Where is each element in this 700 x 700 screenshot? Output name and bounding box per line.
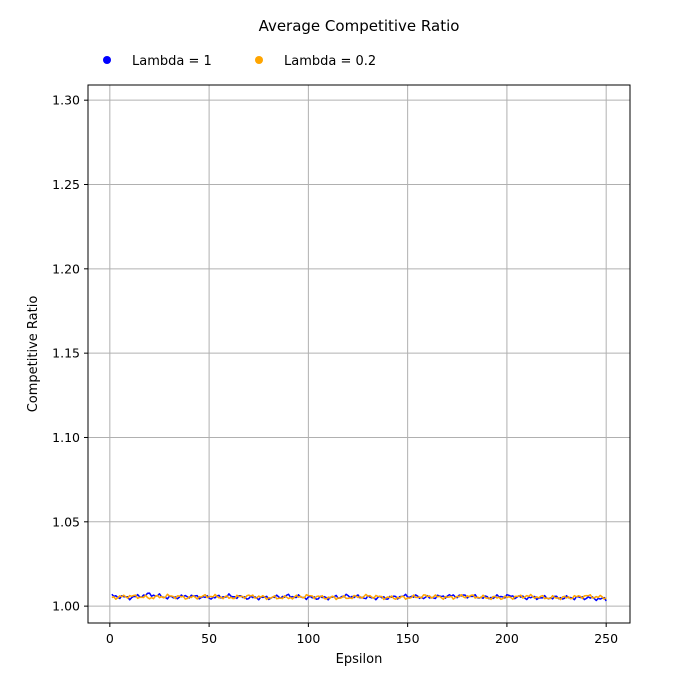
plot-frame: [87, 84, 631, 624]
y-tick-label: 1.20: [52, 261, 80, 276]
x-axis-label: Epsilon: [336, 652, 383, 667]
x-tick-label: 200: [495, 631, 519, 646]
grid: [88, 85, 630, 623]
chart-title: Average Competitive Ratio: [259, 17, 460, 35]
y-tick-label: 1.05: [52, 514, 80, 529]
x-tick-label: 250: [594, 631, 618, 646]
legend-marker-lambda-1: [103, 56, 111, 64]
y-tick-label: 1.15: [52, 346, 80, 361]
x-ticks: 0 50 100 150 200 250: [106, 623, 618, 646]
y-tick-label: 1.30: [52, 93, 80, 108]
series-line-lambda-0-2: [111, 593, 607, 601]
y-tick-label: 1.10: [52, 430, 80, 445]
legend-marker-lambda-0-2: [255, 56, 263, 64]
x-tick-label: 0: [106, 631, 114, 646]
legend-label-lambda-0-2: Lambda = 0.2: [284, 54, 376, 69]
legend-label-lambda-1: Lambda = 1: [132, 54, 212, 69]
x-tick-label: 100: [296, 631, 320, 646]
y-tick-label: 1.25: [52, 177, 80, 192]
y-tick-label: 1.00: [52, 599, 80, 614]
x-tick-label: 50: [201, 631, 217, 646]
y-ticks: 1.00 1.05 1.10 1.15 1.20 1.25 1.30: [52, 93, 88, 614]
plot-lines: [111, 592, 607, 602]
legend: Lambda = 1 Lambda = 0.2: [103, 54, 376, 69]
x-tick-label: 150: [396, 631, 420, 646]
y-axis-label: Competitive Ratio: [26, 296, 41, 413]
